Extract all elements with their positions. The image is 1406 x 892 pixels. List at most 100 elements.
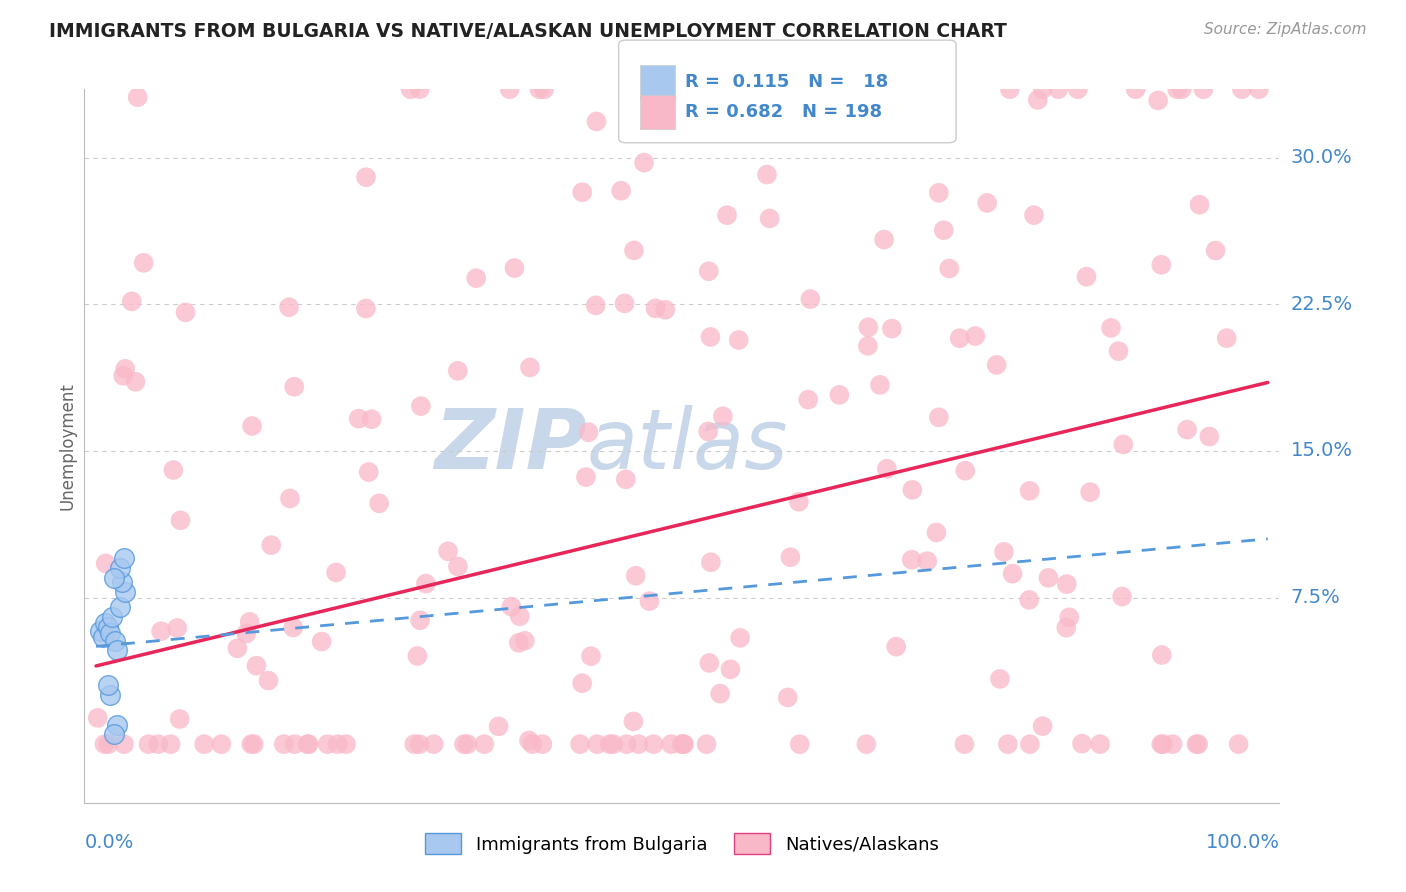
Point (457, 737, 479, 751)
Point (503, 261, 526, 276)
Point (928, 186, 950, 200)
Y-axis label: Unemployment: Unemployment (58, 382, 76, 510)
Point (105, 717, 128, 731)
Point (257, 673, 280, 688)
Point (283, 620, 305, 634)
Point (616, 737, 638, 751)
Point (1125, 82, 1147, 96)
Point (1185, 737, 1208, 751)
Point (673, 737, 696, 751)
Point (447, 559, 470, 574)
Point (623, 244, 645, 258)
Text: 7.5%: 7.5% (1291, 588, 1340, 607)
Text: R =  0.115   N =   18: R = 0.115 N = 18 (685, 73, 889, 91)
Point (529, 82, 551, 96)
Point (1150, 648, 1173, 662)
Point (756, 168, 779, 182)
Point (644, 301, 666, 316)
Point (855, 737, 877, 751)
Point (727, 333, 749, 347)
Point (240, 419, 263, 434)
Point (104, 633, 127, 648)
Point (1111, 590, 1133, 604)
Point (643, 737, 665, 751)
Point (1059, 610, 1081, 624)
Point (776, 690, 799, 705)
Point (585, 114, 607, 128)
Point (354, 301, 377, 316)
Point (585, 298, 607, 312)
Point (101, 610, 124, 624)
Point (1150, 258, 1173, 272)
Point (1108, 344, 1130, 359)
Point (498, 82, 520, 96)
Point (659, 737, 682, 751)
Point (602, 737, 624, 751)
Point (159, 737, 181, 751)
Point (586, 737, 609, 751)
Point (638, 594, 661, 608)
Point (1205, 244, 1227, 258)
Point (316, 737, 339, 751)
Point (1032, 719, 1054, 733)
Point (1067, 82, 1090, 96)
Point (986, 358, 1008, 372)
Point (108, 600, 131, 615)
Point (114, 361, 136, 376)
Point (278, 300, 301, 314)
Point (240, 737, 263, 751)
Text: ZIP: ZIP (433, 406, 586, 486)
Point (1076, 269, 1098, 284)
Point (138, 737, 160, 751)
Point (105, 643, 128, 657)
Point (697, 264, 720, 278)
Text: 100.0%: 100.0% (1205, 833, 1279, 853)
Point (627, 737, 650, 751)
Point (357, 465, 380, 479)
Point (1001, 566, 1024, 581)
Point (993, 545, 1015, 559)
Point (335, 737, 357, 751)
Point (97, 620, 120, 634)
Point (856, 339, 879, 353)
Point (103, 571, 125, 585)
Point (633, 155, 655, 169)
Point (98, 688, 121, 702)
Point (787, 494, 810, 508)
Point (709, 687, 731, 701)
Point (1032, 82, 1054, 96)
Point (720, 662, 742, 676)
Point (132, 256, 155, 270)
Point (624, 568, 647, 582)
Point (453, 737, 475, 751)
Point (571, 185, 593, 199)
Point (517, 733, 540, 747)
Point (508, 636, 530, 650)
Point (901, 483, 924, 497)
Point (409, 82, 432, 96)
Point (900, 553, 922, 567)
Point (465, 271, 488, 285)
Point (571, 676, 593, 690)
Point (501, 599, 523, 614)
Point (112, 737, 135, 751)
Point (1247, 82, 1270, 96)
Point (472, 737, 495, 751)
Point (1227, 737, 1250, 751)
Text: atlas: atlas (586, 406, 787, 486)
Point (437, 544, 460, 558)
Point (1147, 94, 1170, 108)
Point (278, 491, 301, 506)
Point (880, 321, 903, 335)
Point (422, 737, 444, 751)
Point (1215, 331, 1237, 345)
Point (284, 737, 307, 751)
Point (298, 737, 321, 751)
Point (1018, 483, 1040, 498)
Point (297, 737, 319, 751)
Point (404, 737, 426, 751)
Point (522, 737, 544, 751)
Point (509, 609, 531, 624)
Point (953, 737, 976, 751)
Point (283, 380, 305, 394)
